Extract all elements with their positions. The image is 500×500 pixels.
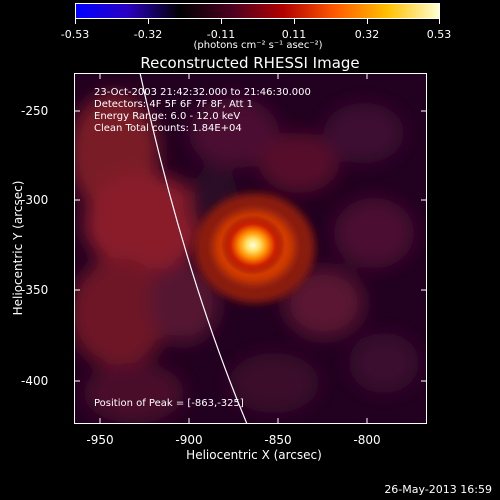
colorbar-tick-label: -0.53 (60, 28, 90, 41)
solar-limb (139, 73, 248, 424)
colorbar-tick-mark (367, 19, 368, 24)
colorbar-tick-mark (221, 19, 222, 24)
x-axis-label: Heliocentric X (arcsec) (186, 448, 322, 462)
x-tick-label: -900 (175, 433, 203, 447)
x-tick-label: -850 (264, 433, 292, 447)
info-time-range: 23-Oct-2003 21:42:32.000 to 21:46:30.000 (94, 87, 311, 98)
image-title: Reconstructed RHESSI Image (140, 54, 360, 72)
peak-core (221, 215, 285, 275)
y-tick-label: -400 (21, 374, 49, 388)
colorbar-units: (photons cm⁻² s⁻¹ asec⁻²) (193, 40, 323, 51)
colorbar-tick-label: -0.32 (133, 28, 163, 41)
datestamp: 26-May-2013 16:59 (384, 483, 492, 496)
colorbar-tick-mark (75, 19, 76, 24)
info-clean-counts: Clean Total counts: 1.84E+04 (94, 123, 242, 134)
y-tick-label: -350 (21, 283, 49, 297)
info-energy-range: Energy Range: 6.0 - 12.0 keV (94, 111, 241, 122)
x-tick-label: -950 (86, 433, 114, 447)
x-tick-label: -800 (353, 433, 381, 447)
colorbar-tick-mark (148, 19, 149, 24)
colorbar-tick-label: 0.53 (426, 28, 452, 41)
info-detectors: Detectors: 4F 5F 6F 7F 8F, Att 1 (94, 99, 254, 110)
colorbar-tick-mark (294, 19, 295, 24)
colorbar (75, 3, 440, 19)
y-tick-label: -250 (21, 104, 49, 118)
rhessi-image (74, 73, 427, 424)
colorbar-tick-label: 0.11 (281, 28, 307, 41)
y-tick-label: -300 (21, 193, 49, 207)
background-emission (74, 93, 419, 423)
colorbar-tick-mark (439, 19, 440, 24)
y-axis-label: Heliocentric Y (arcsec) (11, 180, 25, 316)
colorbar-tick-label: -0.11 (206, 28, 236, 41)
peak-position-label: Position of Peak = [-863,-325] (94, 398, 244, 409)
colorbar-tick-label: 0.32 (354, 28, 380, 41)
